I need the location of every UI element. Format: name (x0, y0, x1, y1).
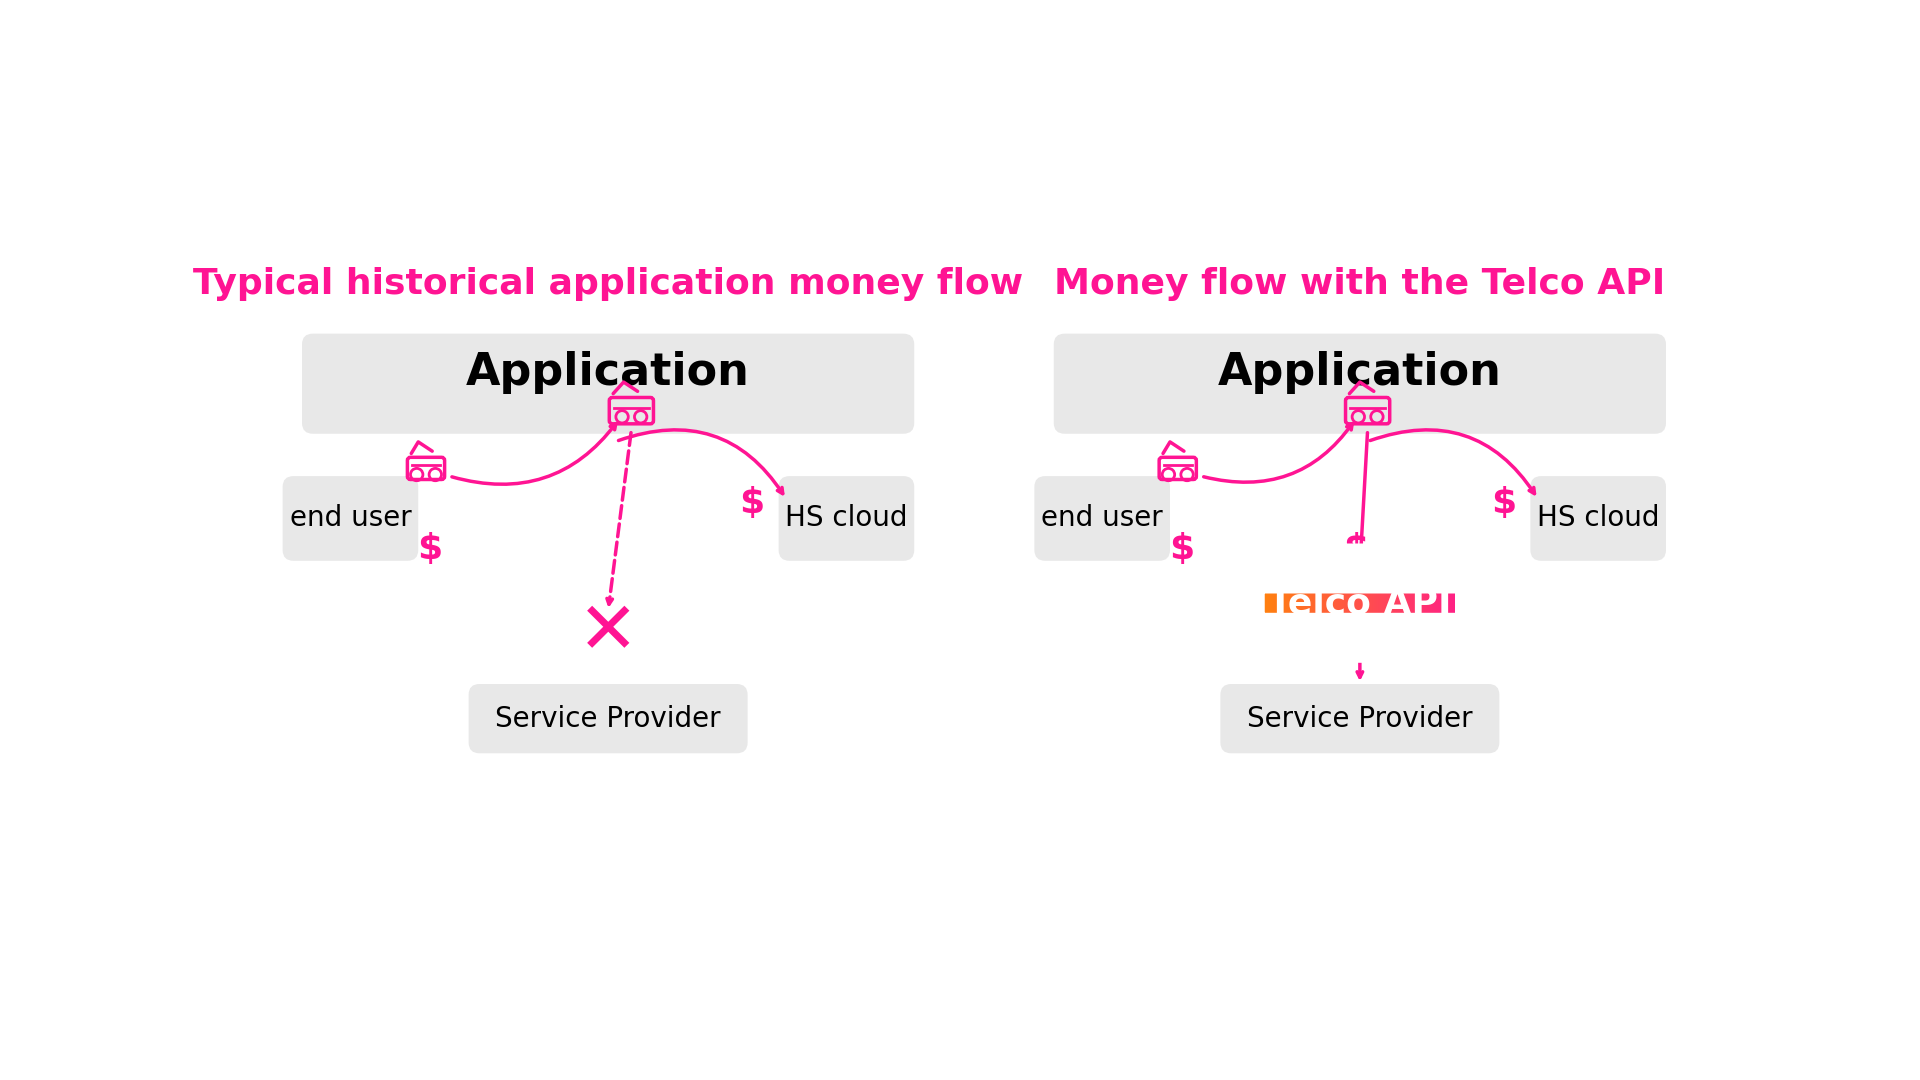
FancyBboxPatch shape (1054, 334, 1667, 434)
Text: $: $ (1169, 532, 1194, 566)
Text: HS cloud: HS cloud (1536, 504, 1659, 532)
FancyBboxPatch shape (282, 476, 419, 561)
Text: Service Provider: Service Provider (495, 704, 720, 732)
Text: Application: Application (467, 351, 751, 393)
FancyBboxPatch shape (1035, 476, 1169, 561)
Text: Application: Application (1217, 351, 1501, 393)
FancyBboxPatch shape (301, 334, 914, 434)
Text: end user: end user (290, 504, 411, 532)
Text: end user: end user (1041, 504, 1164, 532)
FancyBboxPatch shape (468, 684, 747, 754)
FancyBboxPatch shape (1221, 684, 1500, 754)
FancyBboxPatch shape (1530, 476, 1667, 561)
FancyBboxPatch shape (780, 476, 914, 561)
Text: Money flow with the Telco API: Money flow with the Telco API (1054, 267, 1665, 300)
Text: $: $ (417, 532, 442, 566)
Text: Typical historical application money flow: Typical historical application money flo… (194, 267, 1023, 300)
Text: $: $ (1344, 532, 1369, 566)
Text: HS cloud: HS cloud (785, 504, 908, 532)
Text: ✕: ✕ (578, 599, 637, 669)
Text: $: $ (1490, 486, 1517, 521)
Text: Telco API: Telco API (1267, 586, 1452, 620)
Text: Service Provider: Service Provider (1248, 704, 1473, 732)
Text: $: $ (739, 486, 764, 521)
